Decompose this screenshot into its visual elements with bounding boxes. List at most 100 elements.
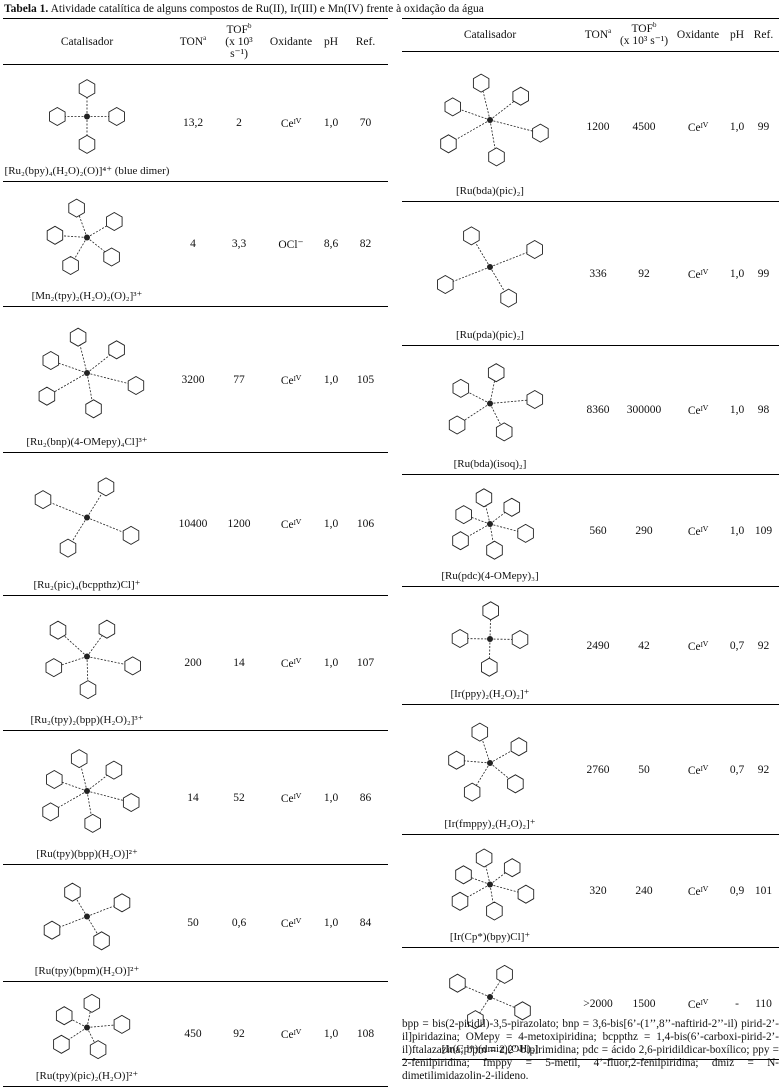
ref-cell: 70 (359, 117, 372, 129)
ton-cell: 320 (589, 885, 607, 897)
oxidant-cell: Ceᴵⱽ (687, 121, 709, 134)
catalyst-formula: [Ru(bda)(isoq)₂] (453, 457, 527, 470)
ph-cell: 0,7 (729, 639, 745, 652)
ton-cell: 3200 (181, 373, 205, 386)
ton-cell: 2490 (586, 639, 610, 652)
catalyst-cell: [Ir(Cp*)(dmiz)(OH)₂] (402, 948, 578, 1060)
catalyst-cell: [Ru(tpy)(bpp)(H₂O)]²⁺ (3, 731, 171, 865)
ref-cell: 101 (754, 885, 773, 897)
catalyst-cell: [Ir(fmppy)₂(H₂O)₂]⁺ (402, 705, 578, 835)
header-catalyst: Catalisador (60, 35, 114, 48)
tof-cell: 77 (233, 373, 245, 386)
ph-cell: 0,9 (729, 885, 745, 897)
ph-cell: 1,0 (729, 120, 745, 133)
structure-drawing (449, 964, 531, 1029)
structure-drawing (43, 882, 131, 950)
header-catalyst: Catalisador (463, 29, 517, 41)
ref-cell: 92 (757, 639, 770, 652)
header-row: Catalisador TONa TOFb (x 10³ s⁻¹) Oxidant… (3, 18, 388, 65)
table-row: [Mn₂(tpy)₂(H₂O)₂(O)₂]³⁺ 4 3,3 OCl⁻ 8,6 82 (3, 182, 388, 307)
header-tof: TOFb (x 10³ s⁻¹) (225, 21, 253, 60)
table-row: [Ru₂(bpy)₄(H₂O)₂(O)]⁴⁺ (blue dimer) 13,2 2… (3, 65, 388, 182)
structure-drawing (451, 847, 535, 921)
table-right-column: Catalisador TONa TOFb (x 10³ s⁻¹) Oxidant… (402, 18, 779, 1060)
ref-cell: 107 (356, 657, 375, 669)
table-row: [Ru₂(pic)₄(bcppthz)Cl]⁺ 10400 1200 Ceᴵⱽ 1,0 1… (3, 453, 388, 596)
table-row: [Ir(ppy)₂(H₂O)₂]⁺ 2490 42 Ceᴵⱽ 0,7 92 (402, 587, 779, 705)
header-ph: pH (323, 35, 339, 48)
tof-cell: 42 (638, 639, 650, 652)
catalyst-formula: [Mn₂(tpy)₂(H₂O)₂(O)₂]³⁺ (31, 289, 143, 302)
structure-drawing (49, 78, 125, 154)
catalyst-formula: [Ir(Cp*)(bpy)Cl]⁺ (449, 930, 531, 943)
ref-cell: 106 (356, 518, 375, 530)
ref-cell: 82 (359, 238, 372, 250)
structure-drawing (451, 600, 529, 677)
ref-cell: 86 (359, 791, 372, 804)
ton-cell: 10400 (178, 518, 208, 530)
ph-cell: - (735, 997, 739, 1010)
catalyst-formula: [Ru(bda)(pic)₂] (456, 184, 524, 197)
catalyst-cell: [Ir(ppy)₂(H₂O)₂]⁺ (402, 587, 578, 705)
tof-cell: 290 (635, 524, 653, 537)
ref-cell: 105 (356, 373, 375, 386)
structure-drawing (38, 327, 145, 418)
structure-drawing (452, 487, 534, 560)
oxidant-cell: Ceᴵⱽ (280, 792, 302, 805)
ph-cell: 1,0 (323, 917, 339, 929)
structure-drawing (34, 476, 140, 558)
ton-cell: 2760 (586, 763, 610, 776)
catalyst-cell: [Ru(tpy)(pic)₂(H₂O)]²⁺ (3, 982, 171, 1087)
oxidant-cell: Ceᴵⱽ (687, 268, 709, 281)
structure-drawing (440, 73, 549, 166)
ph-cell: 1,0 (729, 404, 745, 416)
oxidant-cell: Ceᴵⱽ (687, 764, 709, 777)
table-row: [Ru₂(bnp)(4-OMepy)₄Cl]³⁺ 3200 77 Ceᴵⱽ 1,0 105 (3, 307, 388, 453)
header-oxidant: Oxidante (269, 35, 313, 48)
catalyst-cell: [Ru(bda)(isoq)₂] (402, 346, 578, 475)
table-row: [Ir(Cp*)(dmiz)(OH)₂] >2000 1500 Ceᴵⱽ - 110 (402, 948, 779, 1060)
tof-cell: 300000 (626, 404, 662, 416)
catalyst-formula: [Ir(fmppy)₂(H₂O)₂]⁺ (444, 817, 536, 830)
ref-cell: 108 (356, 1028, 375, 1040)
tof-cell: 52 (233, 791, 245, 804)
table-row: [Ir(Cp*)(bpy)Cl]⁺ 320 240 Ceᴵⱽ 0,9 101 (402, 835, 779, 948)
catalyst-cell: [Ru₂(bpy)₄(H₂O)₂(O)]⁴⁺ (blue dimer) (3, 65, 171, 182)
table-row: [Ru(bda)(pic)₂] 1200 4500 Ceᴵⱽ 1,0 99 (402, 52, 779, 202)
oxidant-cell: Ceᴵⱽ (280, 519, 302, 531)
catalyst-cell: [Ru₂(pic)₄(bcppthz)Cl]⁺ (3, 453, 171, 596)
oxidant-cell: OCl⁻ (278, 239, 304, 251)
ref-cell: 99 (757, 120, 770, 133)
ref-cell: 109 (754, 524, 773, 537)
tof-cell: 3,3 (231, 238, 247, 250)
table-caption: Tabela 1. Atividade catalítica de alguns… (4, 3, 484, 15)
structure-drawing (448, 362, 544, 441)
catalyst-table-right: Catalisador TONa TOFb (x 10³ s⁻¹) Oxidant… (402, 18, 779, 1060)
oxidant-cell: Ceᴵⱽ (280, 118, 302, 130)
table-row: [Ru₂(tpy)₂(bpp)(H₂O)₂]³⁺ 200 14 Ceᴵⱽ 1,0 107 (3, 596, 388, 731)
table-row: [Ru(tpy)(pic)₂(H₂O)]²⁺ 450 92 Ceᴵⱽ 1,0 108 (3, 982, 388, 1087)
tof-cell: 2 (236, 117, 242, 129)
oxidant-cell: Ceᴵⱽ (280, 658, 302, 670)
ph-cell: 1,0 (323, 791, 339, 804)
catalyst-table-left: Catalisador TONa TOFb (x 10³ s⁻¹) Oxidant… (3, 18, 388, 1087)
tof-cell: 14 (233, 657, 245, 669)
ton-cell: 13,2 (182, 117, 204, 129)
header-ref: Ref. (753, 29, 774, 41)
tof-cell: 1200 (227, 518, 251, 530)
table-row: [Ru(pda)(pic)₂] 336 92 Ceᴵⱽ 1,0 99 (402, 202, 779, 346)
table-row: [Ru(tpy)(bpp)(H₂O)]²⁺ 14 52 Ceᴵⱽ 1,0 86 (3, 731, 388, 865)
catalyst-cell: [Ru₂(tpy)₂(bpp)(H₂O)₂]³⁺ (3, 596, 171, 731)
ton-cell: 336 (589, 267, 607, 280)
header-oxidant: Oxidante (676, 29, 720, 41)
structure-drawing (448, 722, 528, 802)
ton-cell: >2000 (583, 997, 613, 1010)
ph-cell: 1,0 (323, 1028, 339, 1040)
tof-cell: 0,6 (231, 917, 247, 929)
header-ton: TONa (584, 27, 612, 41)
header-tof: TOFb (x 10³ s⁻¹) (619, 21, 669, 47)
structure-drawing (42, 748, 140, 833)
ton-cell: 50 (187, 917, 199, 929)
catalyst-formula: [Ru(tpy)(pic)₂(H₂O)]²⁺ (35, 1069, 139, 1082)
ton-cell: 1200 (586, 120, 610, 133)
